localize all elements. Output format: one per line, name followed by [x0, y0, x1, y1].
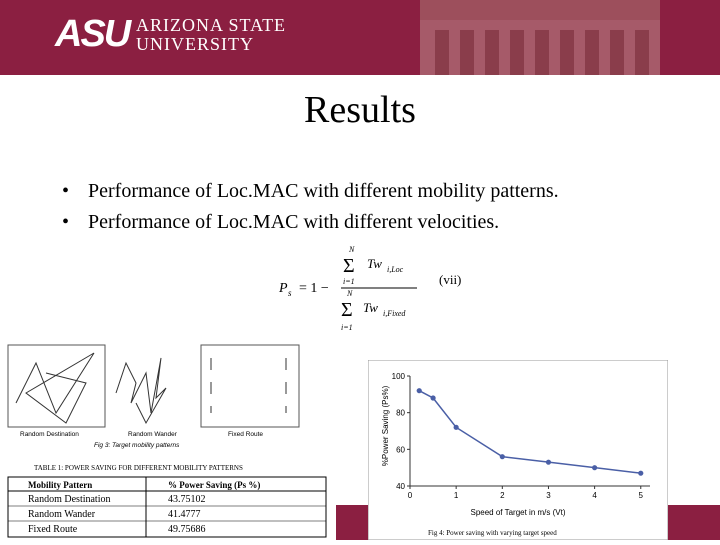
chart-data-point [592, 465, 598, 471]
sum-top-numerator: N [348, 245, 355, 254]
chart-y-tick-label: 80 [396, 409, 405, 418]
chart-data-point [430, 395, 436, 401]
chart-data-point [453, 424, 459, 430]
logo-text-university: UNIVERSITY [136, 34, 254, 54]
formula-number: (vii) [439, 272, 461, 287]
chart-caption: Fig 4: Power saving with varying target … [428, 529, 557, 537]
bullet-text: Performance of Loc.MAC with different mo… [88, 180, 559, 202]
table-cell-saving: 41.4777 [168, 509, 201, 520]
speed-chart-panel: 40 60 80 100 0 1 2 3 4 5 %Power Saving (Ps%) Spee… [367, 359, 669, 541]
denominator-sub: i,Fixed [383, 309, 406, 318]
chart-y-axis-label: %Power Saving (Ps%) [381, 385, 390, 466]
random-destination-box [7, 344, 106, 428]
sum-sign-denominator: Σ [341, 299, 353, 321]
header-banner: ASU ARIZONA STATE UNIVERSITY [0, 0, 720, 75]
chart-data-point [416, 388, 422, 394]
table-caption: TABLE 1: POWER SAVING FOR DIFFERENT MOBI… [34, 464, 243, 472]
chart-x-tick-label: 0 [408, 491, 413, 500]
denominator-term: Tw [363, 300, 378, 315]
bullet-text: Performance of Loc.MAC with different ve… [88, 211, 500, 233]
building-image [420, 0, 660, 75]
chart-x-tick-label: 5 [639, 491, 644, 500]
mobility-patterns-figure: Random Destination Random Wander Fixed R… [7, 344, 300, 449]
chart-y-tick-label: 60 [396, 445, 405, 454]
random-wander-path [115, 357, 167, 425]
fixed-route-box [200, 344, 300, 428]
table-cell-pattern: Random Wander [28, 509, 96, 520]
label-random-wander: Random Wander [128, 431, 178, 438]
table-cell-saving: 43.75102 [168, 494, 206, 505]
chart-x-tick-label: 3 [546, 491, 551, 500]
chart-x-tick-label: 4 [592, 491, 597, 500]
bullet-dot: • [62, 211, 70, 233]
bullet-dot: • [62, 180, 70, 202]
sum-bottom-denominator: i=1 [341, 323, 353, 332]
chart-x-tick-label: 2 [500, 491, 505, 500]
chart-data-point [499, 454, 505, 460]
table-cell-pattern: Random Destination [28, 494, 111, 505]
random-destination-path [15, 352, 95, 424]
chart-data-point [638, 470, 644, 476]
formula-lhs: P [278, 281, 288, 296]
chart-y-tick-label: 40 [396, 482, 405, 491]
mobility-figure-caption: Fig 3: Target mobility patterns [94, 442, 180, 449]
speed-power-chart: 40 60 80 100 0 1 2 3 4 5 %Power Saving (Ps%) Spee… [367, 359, 669, 541]
numerator-sub: i,Loc [387, 265, 404, 274]
table-cell-pattern: Fixed Route [28, 524, 78, 535]
sum-sign-numerator: Σ [343, 255, 355, 277]
power-saving-table: TABLE 1: POWER SAVING FOR DIFFERENT MOBI… [7, 464, 327, 538]
sum-bottom-numerator: i=1 [343, 277, 355, 286]
logo-text-arizona-state: ARIZONA STATE [136, 15, 287, 35]
formula-lhs-sub: s [288, 288, 292, 298]
slide-title: Results [304, 89, 416, 131]
chart-data-point [545, 459, 552, 465]
table-header-pattern: Mobility Pattern [28, 480, 92, 490]
formula-eq: = 1 − [299, 281, 329, 296]
chart-y-tick-label: 100 [392, 372, 406, 381]
chart-x-tick-label: 1 [454, 491, 459, 500]
sum-top-denominator: N [346, 289, 353, 298]
label-random-destination: Random Destination [20, 431, 79, 438]
asu-logo-mark: ASU [55, 13, 131, 55]
table-header-saving: % Power Saving (Ps %) [168, 480, 260, 490]
chart-x-axis-label: Speed of Target in m/s (Vt) [470, 508, 565, 517]
power-saving-formula: P s = 1 − N Σ i=1 Tw i,Loc N Σ i=1 Tw i,… [278, 245, 461, 332]
label-fixed-route: Fixed Route [228, 431, 263, 438]
table-cell-saving: 49.75686 [168, 524, 206, 535]
table-border [7, 476, 327, 538]
numerator-term: Tw [367, 256, 382, 271]
